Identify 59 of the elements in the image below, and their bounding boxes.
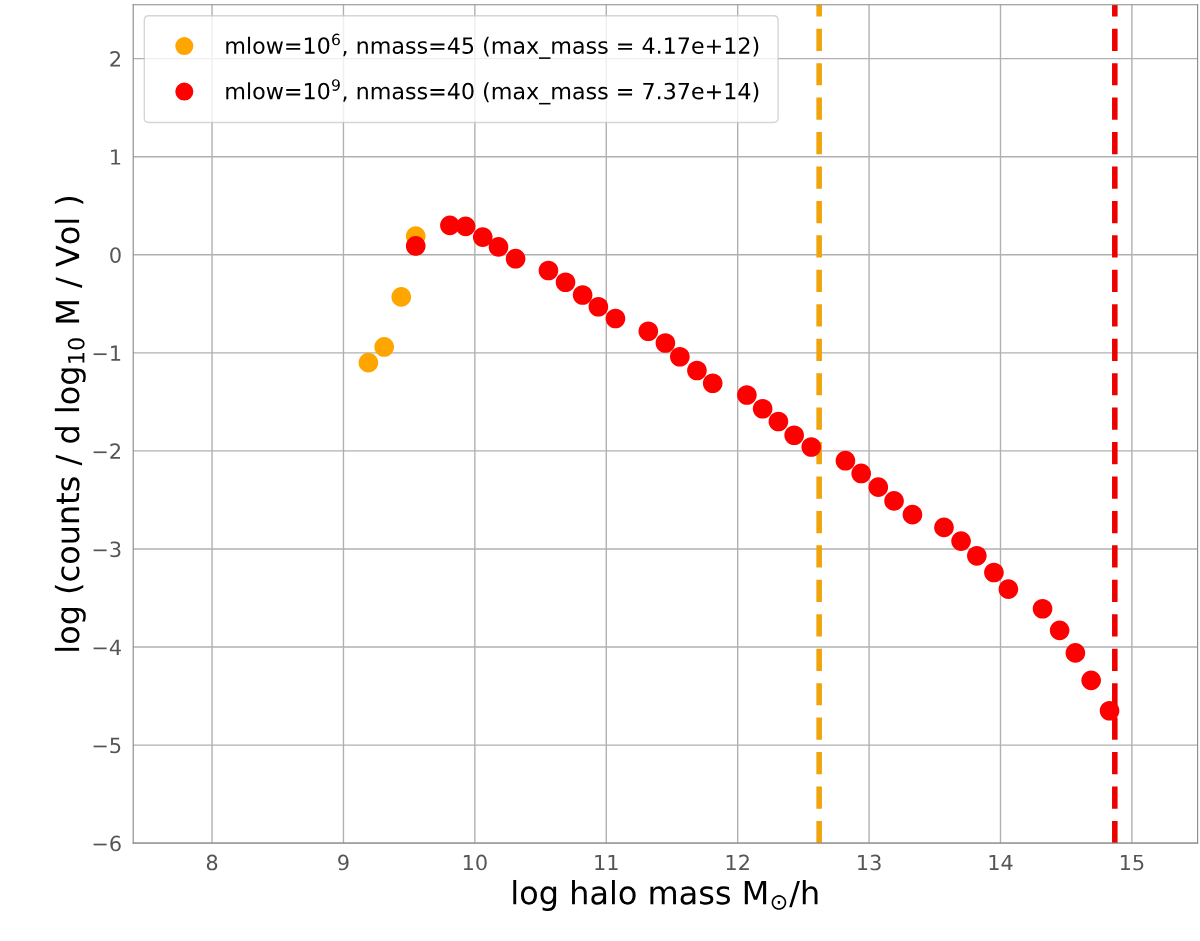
x-tick-label: 14 [989, 854, 1013, 871]
point [588, 296, 609, 317]
y-tick-label: −6 [93, 835, 121, 852]
x-tick-label: 10 [463, 854, 487, 871]
y-tick-label: −4 [93, 639, 121, 655]
point [391, 287, 412, 307]
point [572, 285, 593, 305]
point [784, 425, 804, 446]
point [702, 373, 723, 394]
point [538, 260, 559, 281]
point [455, 216, 476, 237]
x-axis-title: log halo mass M$_{⊙}$/h [513, 879, 818, 911]
x-tick-label: 12 [726, 854, 749, 871]
x-tick-label: 9 [338, 854, 349, 871]
point [1065, 643, 1086, 663]
point [405, 236, 426, 256]
point [638, 321, 659, 342]
point [488, 237, 509, 257]
x-tick-label: 15 [1120, 854, 1144, 871]
y-tick-label: 1 [111, 149, 121, 165]
point [1099, 700, 1120, 721]
y-tick-label: −3 [93, 541, 121, 558]
point [967, 545, 987, 566]
point [851, 463, 872, 484]
point [555, 272, 576, 293]
point [984, 562, 1004, 583]
legend-label: mlow=10$^{6}$, nmass=45 (max_mass = 4.17e+12) [226, 33, 759, 59]
point [670, 346, 690, 367]
point [655, 333, 676, 353]
point [687, 360, 707, 381]
point [358, 352, 379, 373]
point [505, 248, 526, 269]
point [737, 385, 757, 405]
point [1049, 620, 1070, 641]
x-tick-label: 8 [206, 854, 218, 871]
legend-label: mlow=10$^{9}$, nmass=40 (max_mass = 7.37e+14) [226, 79, 759, 105]
point [835, 450, 856, 471]
point [374, 337, 395, 357]
point [998, 579, 1019, 599]
point [868, 477, 889, 497]
point [884, 491, 904, 511]
y-tick-label: −2 [93, 443, 120, 459]
point [934, 517, 954, 538]
point [605, 308, 626, 329]
y-tick-label: −1 [93, 345, 121, 361]
x-tick-label: 11 [595, 854, 618, 871]
point [951, 531, 971, 551]
y-tick-label: −5 [93, 737, 121, 754]
point [752, 398, 773, 419]
y-tick-label: 0 [110, 247, 121, 263]
point [472, 227, 493, 247]
x-tick-label: 13 [858, 854, 881, 871]
point [768, 411, 789, 432]
y-axis-title: log (counts / d log$_{10}$ M / Vol ) [54, 196, 86, 651]
point [902, 504, 923, 525]
point [1081, 670, 1101, 691]
point [801, 437, 822, 457]
y-tick-label: 2 [110, 51, 120, 67]
point [1032, 598, 1053, 619]
